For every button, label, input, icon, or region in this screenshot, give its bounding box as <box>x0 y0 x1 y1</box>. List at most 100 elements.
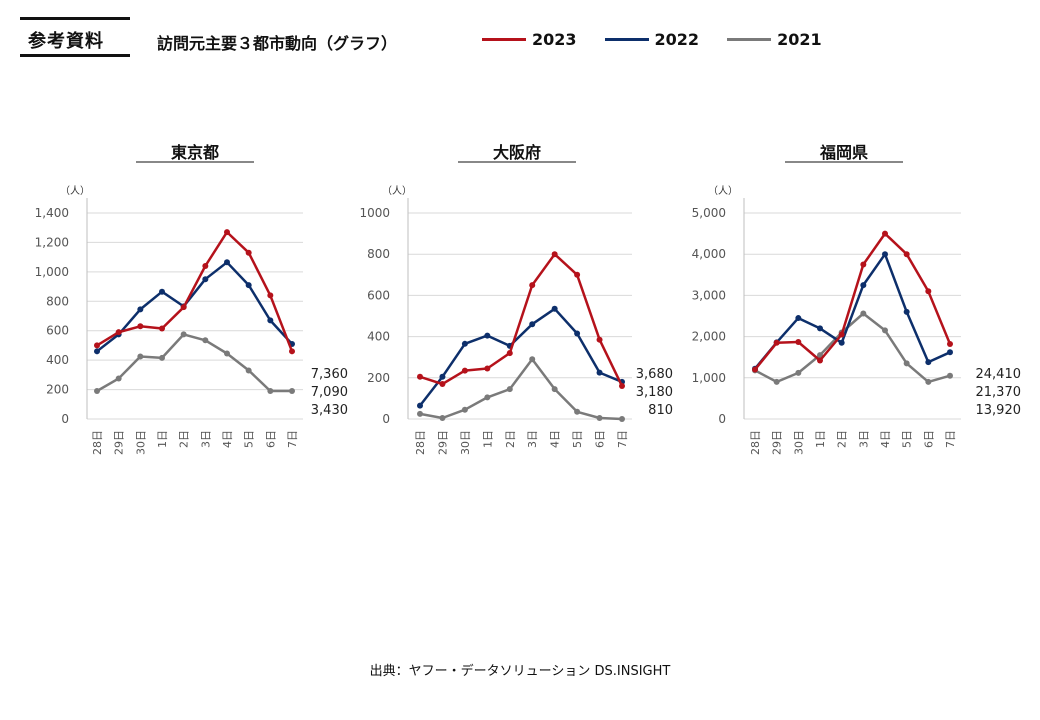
data-point-2023 <box>795 338 802 345</box>
data-point-2023 <box>838 331 845 338</box>
data-point-2021 <box>551 386 558 393</box>
data-point-2023 <box>882 230 888 237</box>
data-point-2021 <box>245 367 252 374</box>
data-point-2021 <box>596 414 603 421</box>
data-point-2021 <box>925 378 932 385</box>
chart-title: 東京都 <box>171 143 219 162</box>
total-label-2023: 3,680 <box>636 367 673 382</box>
x-tick-label: 2日 <box>504 430 517 448</box>
data-point-2021 <box>94 388 100 395</box>
data-point-2021 <box>506 386 513 393</box>
data-point-2023 <box>860 261 867 268</box>
unit-label: （人） <box>382 185 412 197</box>
y-tick-label: 1000 <box>359 206 390 220</box>
data-point-2022 <box>529 321 536 328</box>
data-point-2022 <box>461 340 468 347</box>
data-point-2022 <box>574 330 581 337</box>
data-point-2021 <box>417 410 423 417</box>
data-point-2022 <box>551 305 558 312</box>
x-tick-label: 30日 <box>792 430 805 455</box>
legend-label-2022: 2022 <box>654 30 700 49</box>
data-point-2022 <box>245 282 252 289</box>
data-point-2021 <box>882 327 888 334</box>
y-tick-label: 600 <box>367 288 390 302</box>
x-tick-label: 3日 <box>857 430 870 448</box>
chart-title: 大阪府 <box>493 143 541 162</box>
legend-swatch-2022 <box>604 38 649 41</box>
legend-item-2021: 2021 <box>727 30 822 49</box>
data-point-2021 <box>860 310 867 317</box>
data-point-2023 <box>619 383 625 390</box>
data-point-2023 <box>484 365 491 372</box>
data-point-2021 <box>224 350 230 357</box>
data-point-2022 <box>137 306 144 313</box>
unit-label: （人） <box>60 185 90 197</box>
y-tick-label: 200 <box>367 371 390 385</box>
data-point-2022 <box>596 369 603 376</box>
x-tick-label: 6日 <box>264 430 277 448</box>
legend-swatch-2021 <box>727 38 772 41</box>
data-point-2023 <box>925 288 932 295</box>
series-line-2021 <box>96 333 292 393</box>
x-tick-label: 4日 <box>549 430 562 448</box>
x-tick-label: 5日 <box>243 430 256 448</box>
data-point-2023 <box>180 304 187 311</box>
y-tick-label: 800 <box>367 247 390 261</box>
y-tick-label: 800 <box>46 294 69 308</box>
data-point-2021 <box>115 375 122 382</box>
total-label-2022: 7,090 <box>311 385 348 400</box>
x-tick-label: 5日 <box>901 430 914 448</box>
data-point-2022 <box>159 288 165 295</box>
data-point-2022 <box>224 259 230 266</box>
y-tick-label: 3,000 <box>692 288 726 302</box>
data-point-2022 <box>903 308 910 315</box>
page-subtitle: 訪問元主要３都市動向（グラフ） <box>157 34 398 53</box>
data-point-2022 <box>795 315 802 322</box>
total-label-2023: 24,410 <box>976 367 1022 382</box>
data-point-2023 <box>529 282 536 289</box>
data-point-2023 <box>903 251 910 258</box>
legend-label-2023: 2023 <box>532 30 577 49</box>
data-point-2023 <box>439 380 446 387</box>
total-label-2021: 13,920 <box>976 403 1022 418</box>
y-tick-label: 600 <box>46 324 69 338</box>
data-point-2023 <box>417 373 423 380</box>
x-tick-label: 28日 <box>91 430 104 455</box>
y-tick-label: 4,000 <box>692 247 726 261</box>
data-point-2021 <box>484 394 491 401</box>
x-tick-label: 3日 <box>199 430 212 448</box>
data-point-2023 <box>817 357 823 364</box>
data-point-2022 <box>94 348 100 355</box>
x-tick-label: 29日 <box>771 430 784 455</box>
x-tick-label: 1日 <box>814 430 827 448</box>
data-point-2021 <box>795 369 802 376</box>
data-point-2022 <box>860 282 867 289</box>
data-point-2023 <box>94 342 100 349</box>
y-tick-label: 0 <box>382 412 390 426</box>
total-label-2022: 21,370 <box>976 385 1022 400</box>
x-tick-label: 7日 <box>286 430 299 448</box>
reference-header-box: 参考資料 <box>20 17 130 57</box>
x-tick-label: 30日 <box>134 430 147 455</box>
data-point-2021 <box>439 414 446 421</box>
x-tick-label: 2日 <box>836 430 849 448</box>
x-tick-label: 30日 <box>459 430 472 455</box>
data-point-2023 <box>752 366 758 373</box>
y-tick-label: 400 <box>367 330 390 344</box>
y-tick-label: 200 <box>46 383 69 397</box>
data-point-2022 <box>439 373 446 380</box>
data-point-2021 <box>817 352 823 359</box>
data-point-2021 <box>159 354 165 361</box>
data-point-2022 <box>417 402 423 409</box>
data-point-2023 <box>115 329 122 336</box>
legend-label-2021: 2021 <box>777 30 822 49</box>
data-point-2023 <box>461 367 468 374</box>
y-tick-label: 0 <box>61 412 69 426</box>
data-point-2021 <box>202 337 209 344</box>
data-point-2023 <box>267 292 274 299</box>
x-tick-label: 7日 <box>616 430 629 448</box>
series-line-2022 <box>754 252 951 370</box>
series-line-2021 <box>754 312 951 384</box>
data-point-2021 <box>180 331 187 338</box>
